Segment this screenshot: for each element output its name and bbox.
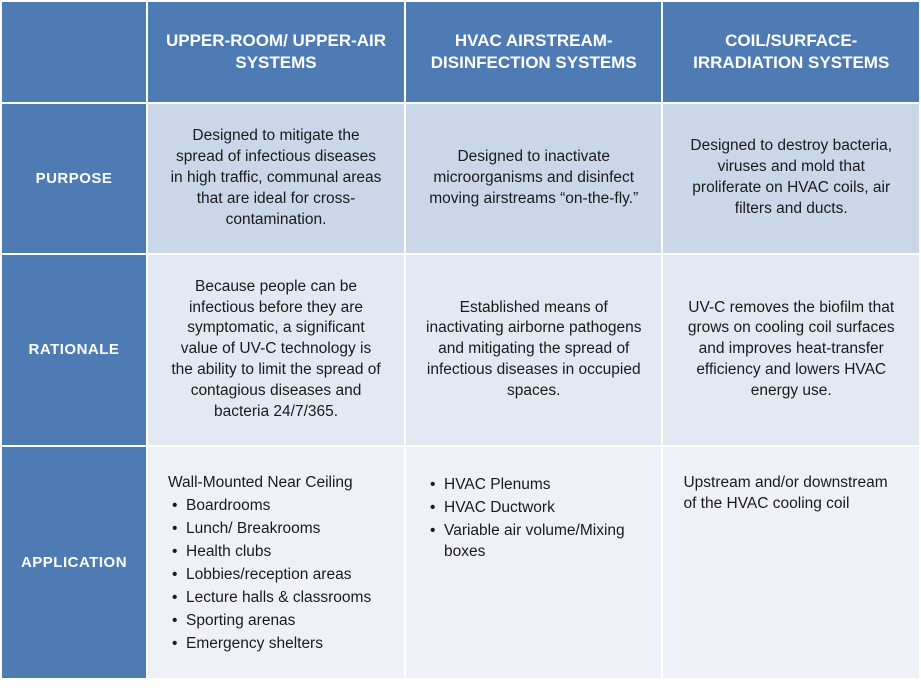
list-item: Emergency shelters — [172, 634, 384, 655]
rationale-coil-surface: UV-C removes the biofilm that grows on c… — [663, 255, 919, 445]
corner-cell — [2, 2, 146, 102]
rationale-hvac-airstream: Established means of inactivating airbor… — [406, 255, 661, 445]
application-upper-room-heading: Wall-Mounted Near Ceiling — [168, 473, 384, 494]
list-item: Variable air volume/Mixing boxes — [430, 521, 641, 563]
col-header-coil-surface: COIL/SURFACE-IRRADIATION SYSTEMS — [663, 2, 919, 102]
application-coil-text: Upstream and/or downstream of the HVAC c… — [683, 474, 887, 512]
row-header-application: APPLICATION — [2, 447, 146, 678]
application-upper-room: Wall-Mounted Near Ceiling BoardroomsLunc… — [148, 447, 404, 678]
row-header-purpose: PURPOSE — [2, 104, 146, 253]
uv-c-systems-table: UPPER-ROOM/ UPPER-AIR SYSTEMS HVAC AIRST… — [0, 0, 921, 680]
application-hvac-list: HVAC PlenumsHVAC DuctworkVariable air vo… — [426, 475, 641, 563]
list-item: HVAC Ductwork — [430, 498, 641, 519]
list-item: Lecture halls & classrooms — [172, 588, 384, 609]
list-item: Health clubs — [172, 542, 384, 563]
list-item: Sporting arenas — [172, 611, 384, 632]
rationale-upper-room: Because people can be infectious before … — [148, 255, 404, 445]
application-hvac-airstream: HVAC PlenumsHVAC DuctworkVariable air vo… — [406, 447, 661, 678]
list-item: HVAC Plenums — [430, 475, 641, 496]
header-row: UPPER-ROOM/ UPPER-AIR SYSTEMS HVAC AIRST… — [2, 2, 919, 102]
row-header-rationale: RATIONALE — [2, 255, 146, 445]
application-row: APPLICATION Wall-Mounted Near Ceiling Bo… — [2, 447, 919, 678]
application-upper-room-list: BoardroomsLunch/ BreakroomsHealth clubsL… — [168, 496, 384, 654]
list-item: Lunch/ Breakrooms — [172, 519, 384, 540]
purpose-hvac-airstream: Designed to inactivate microorganisms an… — [406, 104, 661, 253]
list-item: Lobbies/reception areas — [172, 565, 384, 586]
col-header-upper-room: UPPER-ROOM/ UPPER-AIR SYSTEMS — [148, 2, 404, 102]
purpose-coil-surface: Designed to destroy bacteria, viruses an… — [663, 104, 919, 253]
rationale-row: RATIONALE Because people can be infectio… — [2, 255, 919, 445]
list-item: Boardrooms — [172, 496, 384, 517]
purpose-row: PURPOSE Designed to mitigate the spread … — [2, 104, 919, 253]
col-header-hvac-airstream: HVAC AIRSTREAM-DISINFECTION SYSTEMS — [406, 2, 661, 102]
purpose-upper-room: Designed to mitigate the spread of infec… — [148, 104, 404, 253]
application-coil-surface: Upstream and/or downstream of the HVAC c… — [663, 447, 919, 678]
